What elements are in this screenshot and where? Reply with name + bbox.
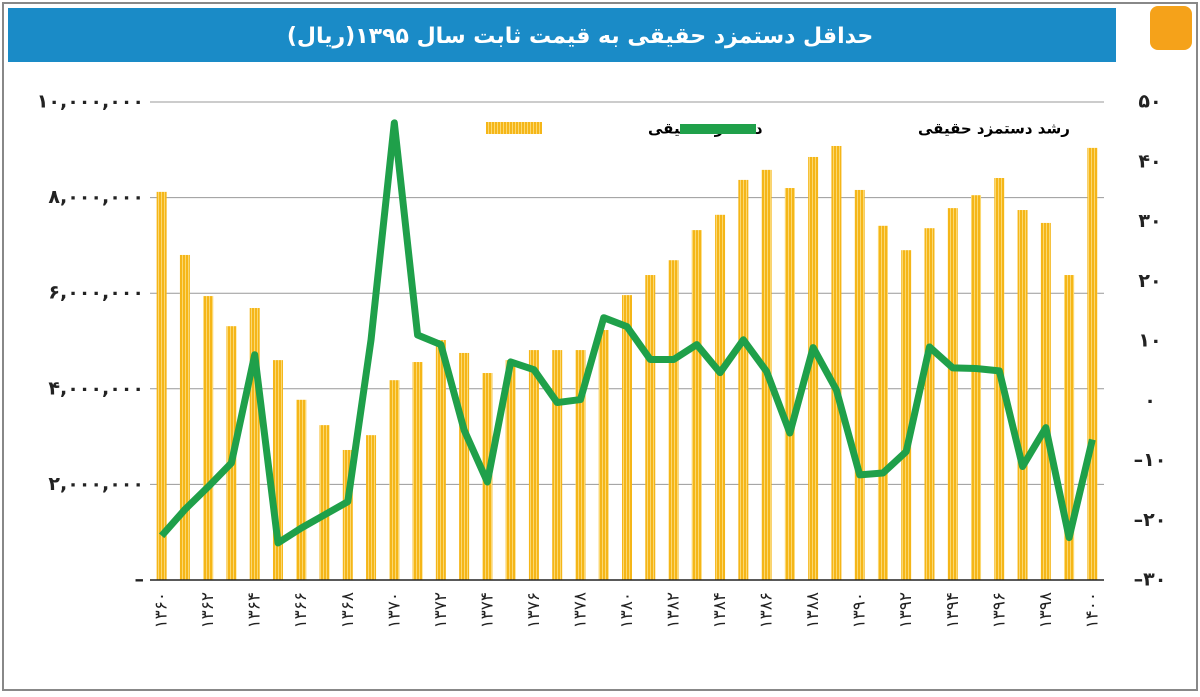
x-tick-label: ۱۳۶۴ <box>245 592 265 629</box>
y-tick-label: ۸,۰۰۰,۰۰۰ <box>48 186 144 208</box>
y2-tick-label: –۱۰ <box>1134 449 1167 471</box>
bar <box>1017 210 1028 580</box>
bar <box>784 188 795 581</box>
y2-tick-label: ۰ <box>1144 389 1156 411</box>
x-tick-label: ۱۳۷۲ <box>431 592 451 629</box>
y2-tick-label: –۳۰ <box>1134 569 1167 591</box>
chart-title: حداقل دستمزد حقیقی به قیمت ثابت سال ۱۳۹۵… <box>287 24 873 49</box>
y2-tick-label: ۴۰ <box>1138 150 1161 172</box>
y2-tick-label: –۲۰ <box>1134 509 1167 531</box>
x-tick-label: ۱۳۸۴ <box>710 592 730 629</box>
bar <box>1040 222 1051 580</box>
logo <box>1150 6 1192 50</box>
x-tick-label: ۱۳۷۶ <box>524 592 544 629</box>
bar <box>412 362 423 580</box>
x-tick-label: ۱۳۶۸ <box>338 592 358 629</box>
x-tick-label: ۱۳۶۲ <box>198 592 218 629</box>
bar <box>528 350 539 580</box>
bar <box>668 260 679 580</box>
y-tick-label: ۶,۰۰۰,۰۰۰ <box>48 282 144 304</box>
y2-tick-label: ۵۰ <box>1138 91 1161 113</box>
bar <box>342 449 353 580</box>
x-tick-label: ۱۳۶۰ <box>152 592 172 629</box>
title-bar <box>8 8 1116 62</box>
bar <box>738 179 749 580</box>
x-tick-label: ۱۳۹۲ <box>896 592 916 629</box>
bar <box>598 330 609 580</box>
bar <box>831 145 842 580</box>
x-tick-label: ۱۳۹۶ <box>989 592 1009 629</box>
x-tick-label: ۱۳۹۸ <box>1036 592 1056 629</box>
legend-swatch <box>680 124 756 134</box>
y2-tick-label: ۳۰ <box>1138 210 1161 232</box>
x-tick-label: ۱۳۷۴ <box>477 592 497 629</box>
bar <box>459 352 470 580</box>
bar <box>319 425 330 580</box>
bar <box>249 308 260 580</box>
bar <box>877 225 888 580</box>
bar <box>715 214 726 581</box>
bar <box>947 208 958 580</box>
bar <box>366 435 377 580</box>
bar <box>1087 147 1098 580</box>
x-tick-label: ۱۳۶۶ <box>291 592 311 629</box>
x-tick-label: ۱۳۹۰ <box>850 592 870 629</box>
legend-label: رشد دستمزد حقیقی <box>918 120 1070 138</box>
legend-swatch <box>486 122 542 134</box>
y-tick-label: ۱۰,۰۰۰,۰۰۰ <box>37 91 144 113</box>
x-tick-label: ۱۳۷۰ <box>384 592 404 629</box>
bar <box>645 275 656 580</box>
bar <box>575 350 586 580</box>
x-tick-label: ۱۴۰۰ <box>1082 592 1102 629</box>
bar <box>691 230 702 580</box>
bar <box>203 296 214 580</box>
x-tick-label: ۱۳۸۰ <box>617 592 637 629</box>
bar <box>435 340 446 580</box>
bar <box>1064 275 1075 580</box>
y-tick-label: – <box>135 569 145 591</box>
line <box>159 119 1096 547</box>
bar <box>971 195 982 580</box>
y2-tick-label: ۲۰ <box>1138 270 1161 292</box>
y2-tick-label: ۱۰ <box>1138 330 1161 352</box>
bar <box>156 191 167 580</box>
bar <box>622 295 632 580</box>
y-tick-label: ۴,۰۰۰,۰۰۰ <box>48 377 144 399</box>
y-tick-label: ۲,۰۰۰,۰۰۰ <box>48 473 144 495</box>
bar <box>901 250 912 580</box>
x-tick-label: ۱۳۸۸ <box>803 592 823 629</box>
x-tick-label: ۱۳۸۶ <box>757 592 777 629</box>
bar <box>552 350 563 580</box>
bar <box>389 380 400 580</box>
bar <box>854 189 865 580</box>
bar <box>296 399 307 580</box>
x-tick-label: ۱۳۷۸ <box>570 592 590 629</box>
x-tick-label: ۱۳۸۲ <box>664 592 684 629</box>
bar <box>179 254 190 580</box>
bar <box>272 360 283 580</box>
x-tick-label: ۱۳۹۴ <box>943 592 963 629</box>
bar <box>505 360 516 580</box>
bar <box>808 156 819 580</box>
bar <box>924 228 935 580</box>
